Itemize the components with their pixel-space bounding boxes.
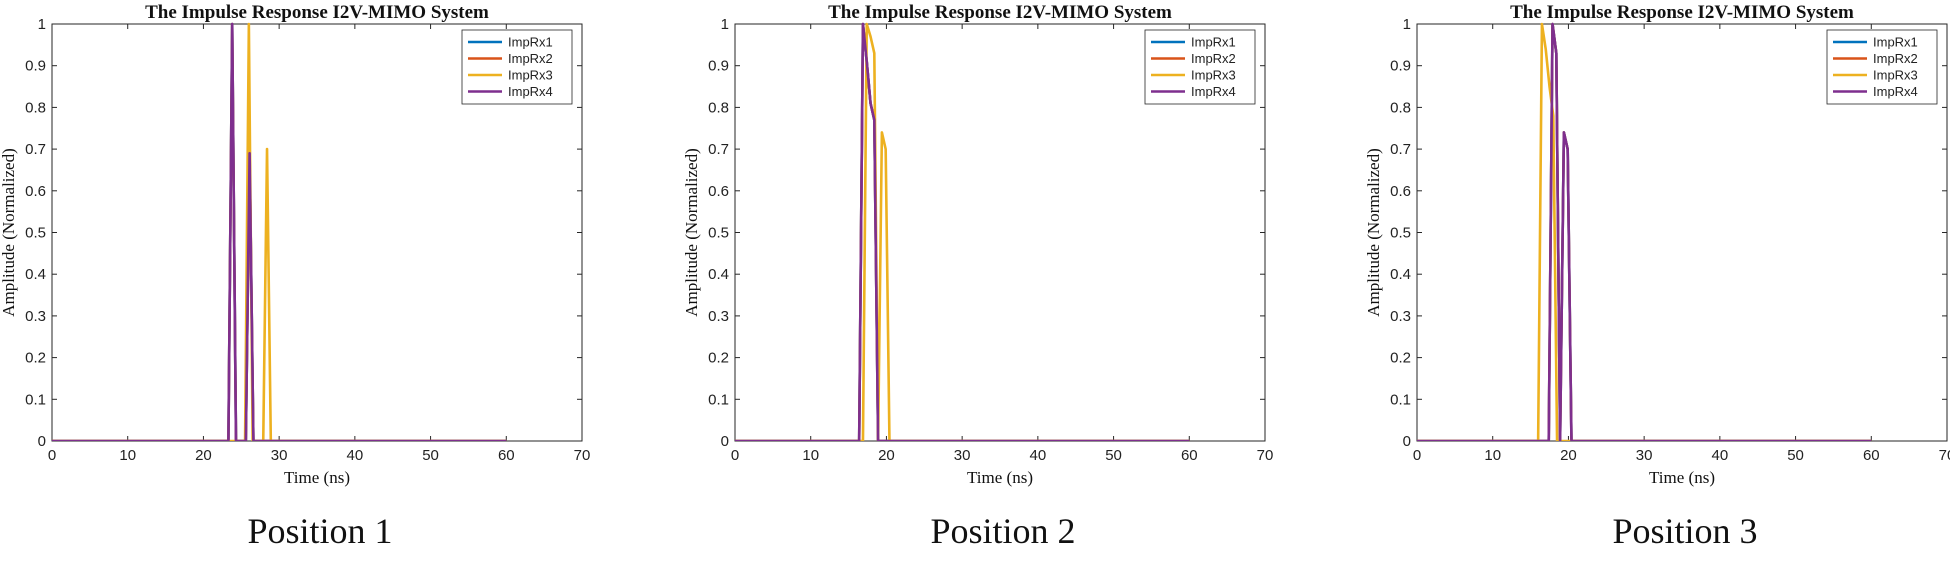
- x-tick-label: 30: [1636, 447, 1653, 464]
- legend-label: ImpRx4: [1191, 84, 1236, 99]
- x-tick-label: 40: [1030, 447, 1047, 464]
- x-tick-label: 0: [731, 447, 739, 464]
- x-tick-label: 70: [1257, 447, 1274, 464]
- series-line-imprx4: [52, 22, 507, 441]
- x-tick-label: 20: [1560, 447, 1577, 464]
- caption-position-3: Position 3: [1612, 511, 1758, 551]
- y-tick-label: 0: [1403, 433, 1411, 450]
- legend-label: ImpRx4: [508, 84, 553, 99]
- y-tick-label: 0.7: [1390, 141, 1411, 158]
- chart-title: The Impulse Response I2V-MIMO System: [145, 2, 489, 23]
- y-tick-label: 1: [1403, 16, 1411, 33]
- x-tick-label: 10: [119, 447, 136, 464]
- legend-label: ImpRx1: [1191, 35, 1236, 50]
- legend-label: ImpRx3: [1191, 68, 1236, 83]
- y-tick-label: 0.1: [25, 391, 46, 408]
- series-line-imprx4: [735, 22, 1190, 441]
- legend-label: ImpRx1: [508, 35, 553, 50]
- caption-position-1: Position 1: [247, 511, 393, 551]
- y-tick-label: 0.4: [1390, 266, 1411, 283]
- y-tick-label: 0.5: [708, 225, 729, 242]
- y-axis-label: Amplitude (Normalized): [1364, 148, 1383, 317]
- x-tick-label: 40: [1712, 447, 1729, 464]
- x-axis-label: Time (ns): [967, 468, 1033, 487]
- y-tick-label: 0.4: [25, 266, 46, 283]
- y-tick-label: 0.3: [1390, 308, 1411, 325]
- y-axis-label: Amplitude (Normalized): [0, 148, 18, 317]
- legend-label: ImpRx3: [508, 68, 553, 83]
- y-tick-label: 1: [38, 16, 46, 33]
- legend-label: ImpRx1: [1873, 35, 1918, 50]
- y-tick-label: 0: [38, 433, 46, 450]
- y-tick-label: 1: [721, 16, 729, 33]
- x-tick-label: 10: [1484, 447, 1501, 464]
- y-tick-label: 0.5: [1390, 225, 1411, 242]
- y-axis-label: Amplitude (Normalized): [682, 148, 701, 317]
- y-tick-label: 0.7: [25, 141, 46, 158]
- x-axis-label: Time (ns): [284, 468, 350, 487]
- x-tick-label: 60: [498, 447, 515, 464]
- x-tick-label: 20: [195, 447, 212, 464]
- legend-label: ImpRx2: [1191, 51, 1236, 66]
- x-tick-label: 10: [802, 447, 819, 464]
- x-tick-label: 40: [347, 447, 364, 464]
- x-tick-label: 70: [574, 447, 591, 464]
- y-tick-label: 0.8: [1390, 99, 1411, 116]
- x-tick-label: 50: [1105, 447, 1122, 464]
- y-tick-label: 0.6: [708, 183, 729, 200]
- y-tick-label: 0.4: [708, 266, 729, 283]
- x-tick-label: 50: [1787, 447, 1804, 464]
- y-tick-label: 0.8: [25, 99, 46, 116]
- x-tick-label: 30: [271, 447, 288, 464]
- x-tick-label: 50: [422, 447, 439, 464]
- y-tick-label: 0.2: [25, 350, 46, 367]
- y-tick-label: 0.6: [1390, 183, 1411, 200]
- x-axis-label: Time (ns): [1649, 468, 1715, 487]
- legend-label: ImpRx2: [1873, 51, 1918, 66]
- x-tick-label: 60: [1181, 447, 1198, 464]
- x-tick-label: 20: [878, 447, 895, 464]
- series-line-imprx3: [1417, 22, 1872, 441]
- y-tick-label: 0.2: [708, 350, 729, 367]
- caption-position-2: Position 2: [930, 511, 1076, 551]
- x-tick-label: 0: [48, 447, 56, 464]
- x-tick-label: 70: [1939, 447, 1950, 464]
- y-tick-label: 0.9: [708, 58, 729, 75]
- y-tick-label: 0.5: [25, 225, 46, 242]
- y-tick-label: 0.7: [708, 141, 729, 158]
- y-tick-label: 0.2: [1390, 350, 1411, 367]
- y-tick-label: 0.3: [708, 308, 729, 325]
- y-tick-label: 0.3: [25, 308, 46, 325]
- legend-label: ImpRx4: [1873, 84, 1918, 99]
- chart-title: The Impulse Response I2V-MIMO System: [828, 2, 1172, 23]
- y-tick-label: 0.9: [25, 58, 46, 75]
- chart-title: The Impulse Response I2V-MIMO System: [1510, 2, 1854, 23]
- series-line-imprx4: [1417, 22, 1872, 441]
- y-tick-label: 0.6: [25, 183, 46, 200]
- x-tick-label: 30: [954, 447, 971, 464]
- x-tick-label: 60: [1863, 447, 1880, 464]
- x-tick-label: 0: [1413, 447, 1421, 464]
- y-tick-label: 0.1: [1390, 391, 1411, 408]
- y-tick-label: 0.1: [708, 391, 729, 408]
- legend-label: ImpRx3: [1873, 68, 1918, 83]
- y-tick-label: 0: [721, 433, 729, 450]
- legend-label: ImpRx2: [508, 51, 553, 66]
- y-tick-label: 0.9: [1390, 58, 1411, 75]
- y-tick-label: 0.8: [708, 99, 729, 116]
